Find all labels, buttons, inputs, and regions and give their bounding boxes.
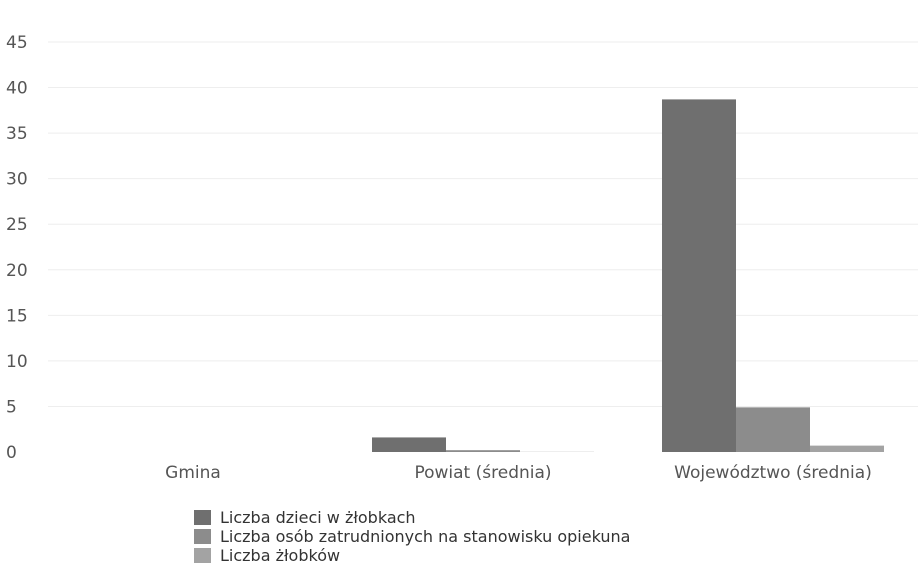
x-axis-categories: Gmina Powiat (średnia) Województwo (średni…: [165, 463, 872, 483]
legend-swatch-children: [194, 510, 211, 525]
y-tick-label: 20: [6, 261, 28, 281]
y-tick-label: 45: [6, 33, 28, 53]
bars: [372, 99, 884, 453]
x-category-label: Województwo (średnia): [674, 463, 872, 483]
legend-label-nurseries: Liczba żłobków: [220, 546, 341, 565]
legend-swatch-staff: [194, 529, 211, 544]
bar: [446, 450, 520, 452]
legend-item-children: Liczba dzieci w żłobkach: [194, 508, 630, 527]
bar: [736, 407, 810, 452]
bar: [372, 437, 446, 452]
legend: Liczba dzieci w żłobkach Liczba osób zat…: [194, 508, 630, 565]
x-category-label: Powiat (średnia): [414, 463, 551, 483]
bar: [810, 445, 884, 452]
y-tick-label: 35: [6, 124, 28, 144]
y-tick-label: 40: [6, 79, 28, 99]
y-tick-label: 25: [6, 215, 28, 235]
legend-label-staff: Liczba osób zatrudnionych na stanowisku …: [220, 527, 631, 546]
legend-swatch-nurseries: [194, 548, 211, 563]
legend-item-staff: Liczba osób zatrudnionych na stanowisku …: [194, 527, 630, 546]
legend-label-children: Liczba dzieci w żłobkach: [220, 508, 416, 527]
x-category-label: Gmina: [165, 463, 221, 483]
y-tick-label: 5: [6, 397, 17, 417]
y-tick-label: 0: [6, 443, 17, 463]
y-tick-label: 15: [6, 306, 28, 326]
bar: [662, 99, 736, 453]
legend-item-nurseries: Liczba żłobków: [194, 546, 630, 565]
y-tick-label: 30: [6, 170, 28, 190]
y-axis-ticks: 0 5 10 15 20 25 30 35 40 45: [6, 33, 28, 463]
y-tick-label: 10: [6, 352, 28, 372]
gridlines: [48, 41, 918, 407]
